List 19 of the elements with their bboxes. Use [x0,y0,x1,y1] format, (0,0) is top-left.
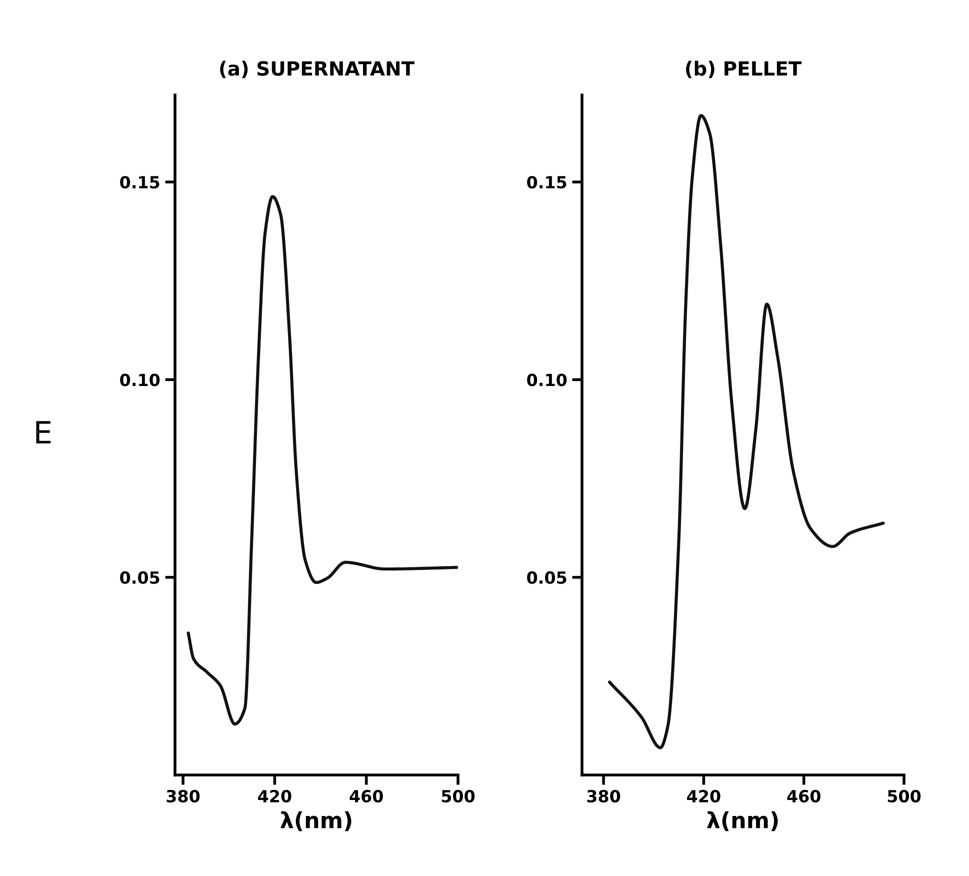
y-axis-title: E [36,421,51,444]
y-tick-label: 0.05 [120,571,160,584]
y-tick-label: 0.15 [120,176,160,189]
x-tick-label: 500 [442,790,475,802]
x-tick-label: 380 [166,790,200,802]
chart-title: (b) PELLET [686,60,802,78]
y-tick-label: 0.10 [527,374,567,386]
x-tick-label: 380 [587,790,620,802]
y-tick-label: 0.05 [527,571,566,584]
x-tick-label: 420 [258,790,292,802]
x-tick-label: 420 [687,790,720,802]
y-tick-label: 0.15 [527,176,566,189]
x-tick-label: 460 [350,790,383,802]
x-tick-label: 460 [787,790,820,802]
x-axis-title: λ(nm) [706,811,778,832]
chart-title: (a) SUPERNATANT [220,60,414,78]
x-tick-label: 500 [888,790,921,802]
y-tick-label: 0.10 [120,374,160,386]
x-axis-title: λ(nm) [280,811,352,832]
